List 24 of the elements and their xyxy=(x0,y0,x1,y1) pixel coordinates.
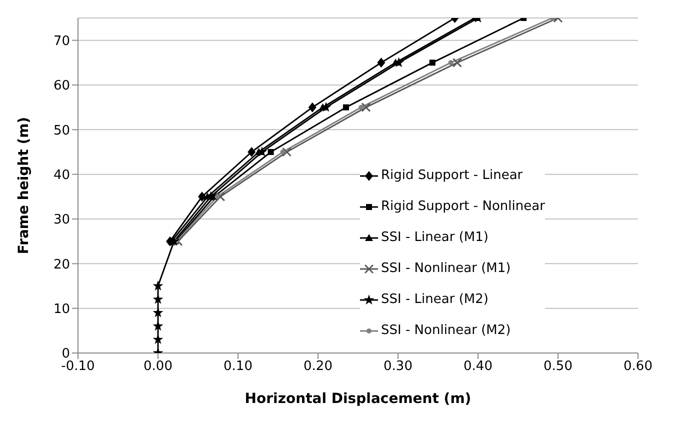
legend-label: SSI - Nonlinear (M2) xyxy=(381,323,511,338)
y-axis-title: Frame height (m) xyxy=(16,116,32,254)
legend-label: Rigid Support - Linear xyxy=(381,168,523,183)
legend-label: SSI - Linear (M2) xyxy=(381,292,488,307)
x-axis-title: Horizontal Displacement (m) xyxy=(244,391,472,407)
legend-label: Rigid Support - Nonlinear xyxy=(381,199,545,214)
y-tick-label: 40 xyxy=(53,168,70,183)
y-tick-label: 60 xyxy=(53,78,70,94)
legend-label: SSI - Linear (M1) xyxy=(381,230,488,245)
x-tick-label: 0.60 xyxy=(624,359,652,374)
y-tick-label: 50 xyxy=(53,123,70,138)
x-tick-label: 0.00 xyxy=(144,359,172,374)
x-tick-label: 0.20 xyxy=(304,359,332,374)
legend-label: SSI - Nonlinear (M1) xyxy=(381,261,511,276)
x-tick-label: 0.10 xyxy=(224,359,252,374)
x-tick-label: 0.50 xyxy=(544,359,572,374)
x-tick-label: 0.30 xyxy=(384,359,412,374)
y-tick-label: 20 xyxy=(53,257,70,272)
y-tick-label: 0 xyxy=(62,346,70,362)
x-tick-label: -0.10 xyxy=(61,359,95,374)
y-tick-label: 30 xyxy=(53,212,70,228)
y-tick-label: 70 xyxy=(53,34,70,49)
y-tick-label: 10 xyxy=(53,302,70,317)
x-tick-label: 0.40 xyxy=(464,359,492,374)
